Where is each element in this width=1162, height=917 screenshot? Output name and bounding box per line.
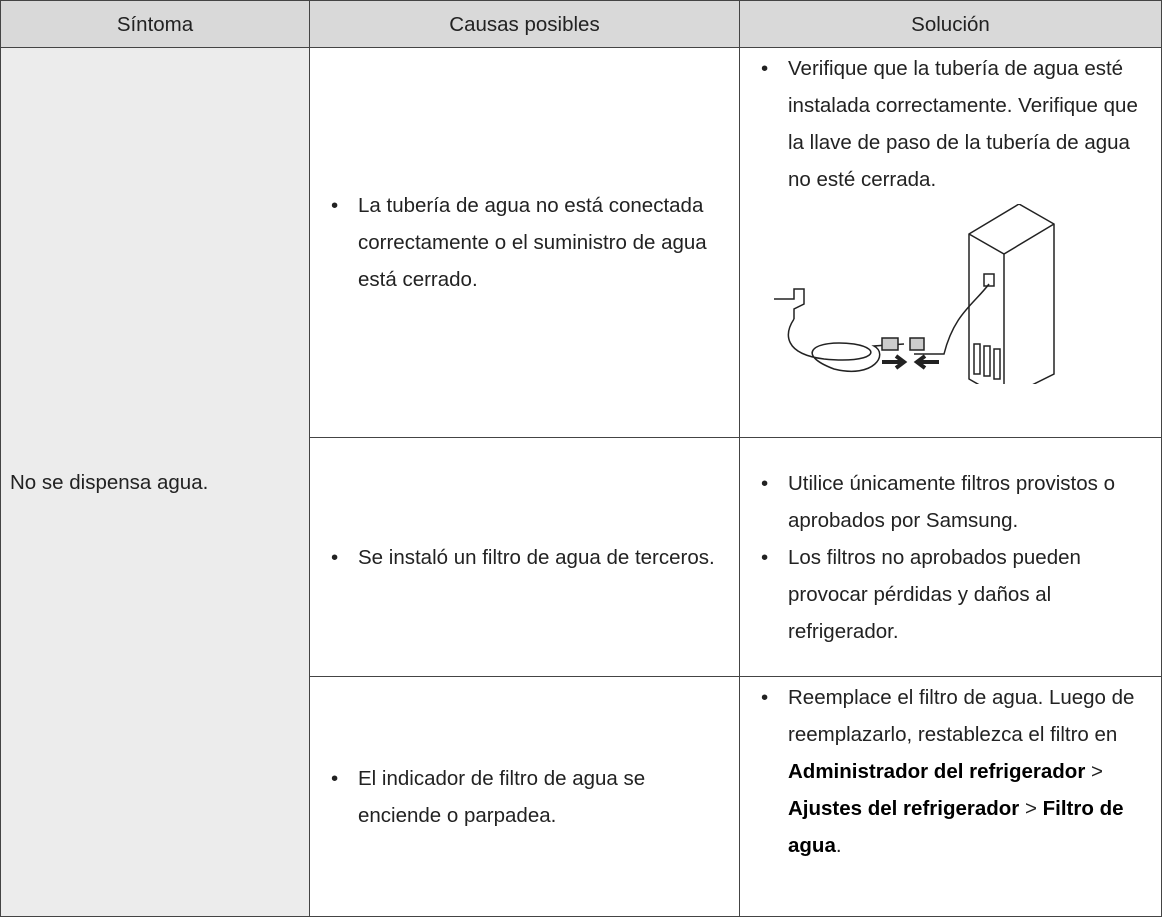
cause-text: El indicador de filtro de agua se encien…: [331, 760, 725, 834]
solution-text: Utilice únicamente filtros provistos o a…: [761, 465, 1147, 539]
cause: La tubería de agua no está conectada cor…: [309, 47, 740, 438]
solution-text: Verifique que la tubería de agua esté in…: [761, 50, 1147, 198]
solution: Utilice únicamente filtros provistos o a…: [739, 437, 1162, 677]
text-segment: Reemplace el filtro de agua. Luego de re…: [788, 686, 1135, 746]
header-cell: Solución: [739, 0, 1162, 48]
cause: Se instaló un filtro de agua de terceros…: [309, 437, 740, 677]
row: No se dispensa agua. La tubería de agua …: [0, 47, 1162, 917]
text-segment: >: [1019, 797, 1043, 820]
cause-text: La tubería de agua no está conectada cor…: [331, 187, 725, 298]
row: Se instaló un filtro de agua de terceros…: [1, 437, 1162, 677]
row: El indicador de filtro de agua se encien…: [1, 676, 1162, 917]
symptom: No se dispensa agua.: [0, 47, 310, 917]
menu-path: Filtro de agua: [788, 797, 1124, 857]
cause-text: Se instaló un filtro de agua de terceros…: [331, 539, 725, 576]
menu-path: Ajustes del refrigerador: [788, 797, 1020, 820]
solution-text: Los filtros no aprobados pueden provocar…: [761, 539, 1147, 650]
text-segment: .: [835, 834, 842, 857]
header-row: Síntoma Causas posibles Solución: [0, 0, 1162, 48]
menu-path: Administrador del refrigerador: [788, 760, 1086, 783]
header-cell: Causas posibles: [309, 0, 740, 48]
text-segment: >: [1085, 760, 1103, 783]
illustration: [774, 204, 1055, 384]
solution: Verifique que la tubería de agua esté in…: [739, 47, 1162, 438]
solution-text: Reemplace el filtro de agua. Luego de re…: [761, 679, 1147, 864]
cause: El indicador de filtro de agua se encien…: [309, 676, 740, 917]
header-cell: Síntoma: [0, 0, 310, 48]
solution: Reemplace el filtro de agua. Luego de re…: [739, 676, 1162, 917]
